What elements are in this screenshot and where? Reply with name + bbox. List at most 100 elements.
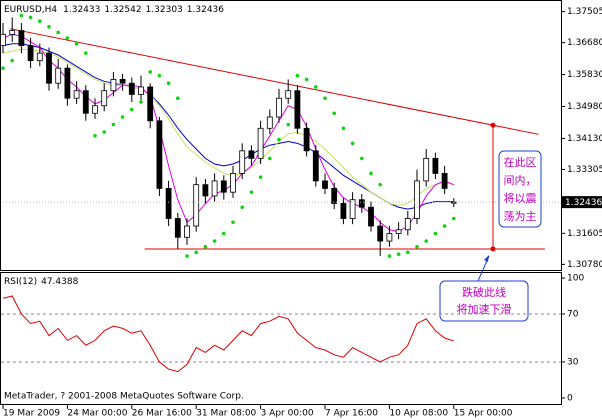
candle-body: [211, 180, 218, 197]
candle-body: [55, 67, 62, 84]
candle-body: [9, 30, 16, 35]
sar-dot: [360, 156, 364, 161]
sar-dot: [268, 156, 272, 161]
note-text: 跌破此线: [462, 285, 506, 299]
candle-body: [276, 97, 282, 118]
sar-dot: [56, 30, 60, 35]
sar-dot: [314, 85, 318, 89]
sar-dot: [102, 130, 106, 134]
sar-dot: [452, 216, 456, 221]
candle-body: [73, 90, 80, 99]
candle-body: [220, 180, 227, 193]
note-box: [498, 150, 542, 228]
sar-dot: [10, 58, 14, 63]
symbol: EURUSD,H4: [4, 5, 57, 15]
sar-dot: [258, 175, 263, 179]
footer: MetaTrader, ? 2001-2008 MetaQuotes Softw…: [4, 392, 244, 402]
candle-body: [147, 86, 154, 122]
candle-body: [368, 206, 374, 227]
sar-dot: [295, 73, 300, 78]
y-tick-label: 1.36680: [567, 38, 602, 48]
y-tick-label: 30: [567, 358, 579, 368]
note-text: 在此区: [504, 156, 537, 169]
sar-dot: [74, 41, 79, 46]
sar-dot: [415, 244, 419, 249]
candle-body: [432, 157, 439, 174]
trendline: [10, 28, 539, 135]
x-tick-label: 26 Mar 16:00: [132, 409, 192, 419]
x-tick-label: 24 Mar 00:00: [67, 409, 127, 419]
candle-body: [312, 150, 319, 182]
candle-body: [349, 199, 356, 219]
sar-dot: [203, 244, 208, 249]
y-tick-label: 1.35830: [567, 70, 602, 80]
sar-dot: [442, 224, 447, 228]
candle-body: [423, 157, 430, 182]
y-tick-label: 1.37505: [567, 7, 602, 17]
rsi-name: RSI(12): [4, 277, 37, 287]
sar-dot: [277, 137, 281, 142]
last-price-label: 1.32436: [565, 198, 602, 208]
sar-dot: [1, 66, 5, 70]
sar-dot: [148, 70, 152, 74]
sar-dot: [19, 13, 24, 18]
sar-dot: [157, 73, 162, 78]
sar-dot: [240, 205, 244, 210]
main-title: EURUSD,H4 1.32433 1.32542 1.32303 1.32436: [4, 5, 224, 15]
open-value: 1.32433: [63, 5, 100, 15]
candle-body: [119, 79, 126, 84]
candle-body: [165, 188, 172, 219]
sar-dot: [166, 81, 171, 85]
sar-dot: [387, 254, 392, 258]
note-text: 荡为主: [504, 210, 537, 223]
y-tick-label: 1.34130: [567, 134, 602, 144]
note-box: [439, 280, 529, 322]
candle-body: [156, 120, 163, 189]
sar-dot: [93, 134, 97, 138]
x-tick-label: 31 Mar 08:00: [196, 409, 256, 419]
high-value: 1.32542: [104, 5, 141, 15]
candle-body: [230, 172, 236, 193]
candle-body: [340, 203, 347, 219]
candle-body: [36, 52, 43, 62]
x-tick-label: 15 Apr 00:00: [454, 409, 513, 419]
candle-body: [27, 45, 34, 62]
y-tick-label: 0: [567, 394, 573, 404]
moving-average: [2, 33, 454, 233]
candle-body: [404, 218, 411, 231]
y-tick-label: 1.33305: [567, 165, 602, 175]
sar-dot: [176, 96, 180, 101]
x-tick-label: 3 Apr 00:00: [261, 409, 314, 419]
last-price-box: [562, 196, 602, 209]
rsi-title: RSI(12) 47.4388: [4, 277, 79, 287]
note-text: 将加速下滑: [457, 303, 512, 316]
candle-body: [303, 127, 310, 152]
candle-body: [101, 90, 108, 107]
sar-dot: [304, 77, 309, 82]
note-text: 间内，: [504, 173, 537, 187]
y-tick-label: 100: [567, 274, 584, 284]
sar-dot: [396, 252, 401, 257]
sar-dot: [47, 25, 51, 29]
sar-dot: [212, 239, 217, 243]
candle-body: [322, 180, 328, 189]
low-value: 1.32303: [146, 5, 183, 15]
sar-dot: [139, 100, 143, 104]
candle-body: [138, 86, 144, 95]
y-tick-label: 1.34980: [567, 102, 602, 112]
candle-body: [285, 90, 292, 99]
close-value: 1.32436: [187, 5, 224, 15]
candle-body: [0, 33, 6, 47]
candle-body: [294, 90, 301, 129]
sar-dot: [249, 190, 254, 194]
sar-dot: [231, 220, 235, 225]
sar-dot: [130, 107, 134, 112]
sar-dot: [28, 15, 33, 20]
candle-body: [64, 67, 71, 99]
candle-body: [358, 199, 365, 208]
moving-average: [2, 48, 454, 206]
sar-dot: [433, 231, 438, 236]
candle-body: [110, 79, 117, 92]
sar-dot: [38, 19, 42, 23]
